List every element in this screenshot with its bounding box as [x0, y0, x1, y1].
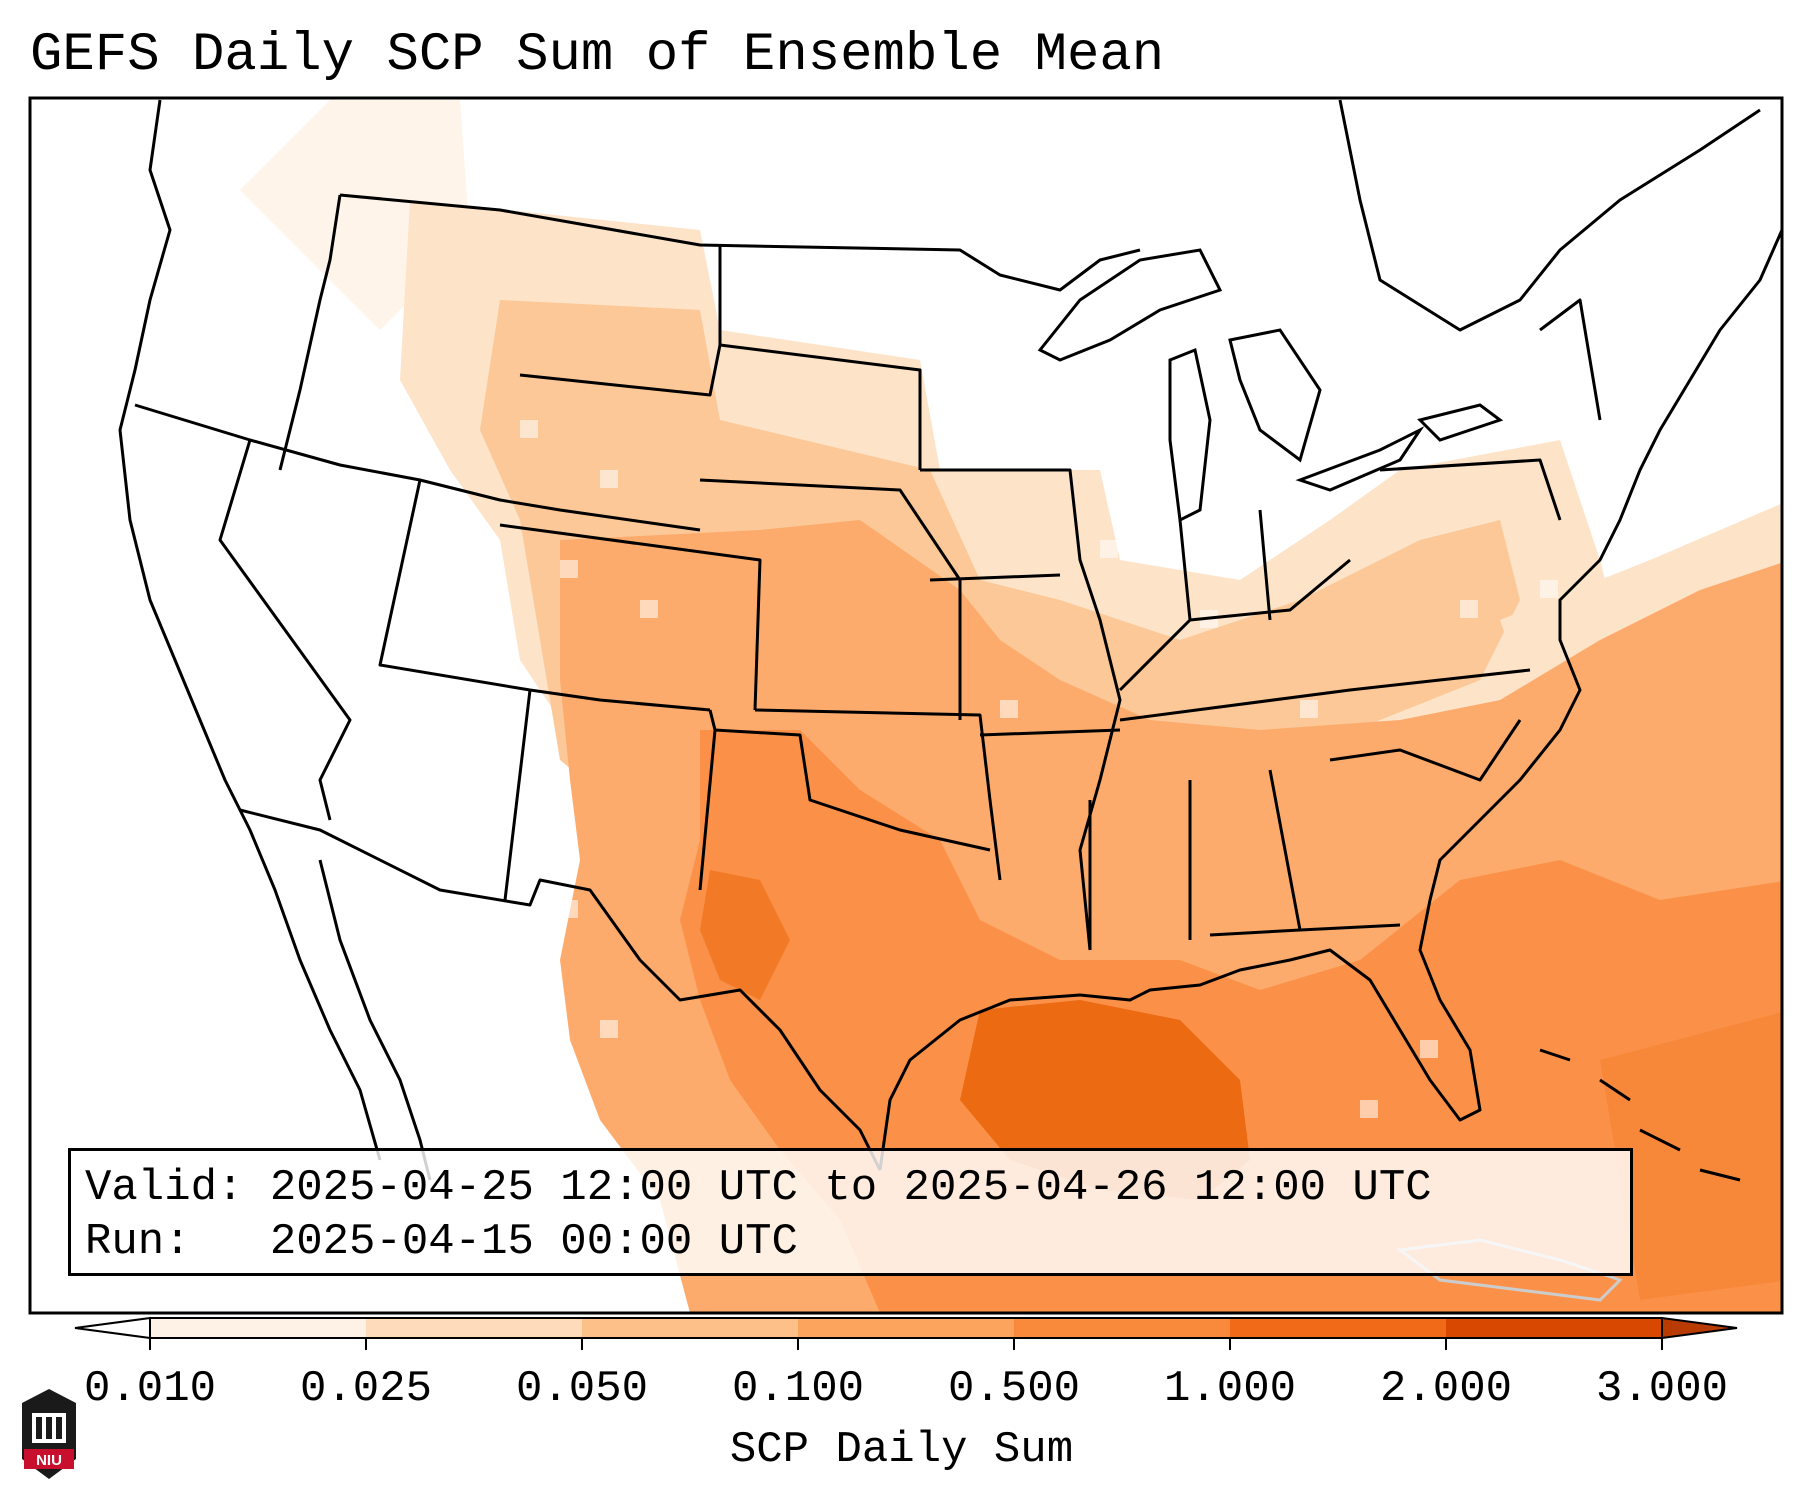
border-wy-co — [499, 523, 762, 711]
border-ks-ok — [754, 708, 1002, 881]
baja — [318, 859, 432, 1181]
colorbar-tick-label-2: 0.050 — [516, 1364, 648, 1414]
map-frame — [28, 96, 1784, 1315]
border-ia-mo — [929, 573, 1061, 582]
valid-value: 2025-04-25 12:00 UTC to 2025-04-26 12:00… — [269, 1163, 1432, 1213]
west-coast — [118, 99, 382, 1161]
lake-superior — [1037, 248, 1223, 362]
border-mt-wy — [519, 245, 722, 397]
border-ky — [1118, 558, 1351, 692]
border-nw-2 — [278, 194, 342, 471]
mexico-border — [239, 808, 882, 1171]
colorbar-tick-label-1: 0.025 — [300, 1364, 432, 1414]
colorbar-segment-6 — [1446, 1318, 1663, 1338]
colorbar-tick-label-3: 0.100 — [732, 1364, 864, 1414]
gulf-coast — [878, 229, 1782, 1171]
colorbar-segment-4 — [1014, 1318, 1231, 1338]
colorbar-tick-label-6: 2.000 — [1380, 1364, 1512, 1414]
colorbar: 0.010 0.025 0.050 0.100 0.500 1.000 2.000 3.000 — [74, 1316, 1738, 1414]
border-az-nm — [503, 689, 532, 901]
colorbar-tick-label-7: 3.000 — [1596, 1364, 1728, 1414]
run-label: Run: — [85, 1217, 191, 1267]
niu-logo: NIU — [22, 1389, 76, 1479]
border-ne-states — [1379, 298, 1602, 521]
shade-atlantic-deep — [1600, 1012, 1782, 1300]
colorbar-over-extend — [1661, 1316, 1738, 1340]
border-tx-ok — [714, 728, 991, 852]
colorbar-tick-label-0: 0.010 — [84, 1364, 216, 1414]
border-dakotas — [719, 343, 922, 470]
logo-text: NIU — [36, 1452, 62, 1469]
border-mo-ar — [979, 728, 1121, 737]
lake-ontario — [1417, 403, 1504, 442]
lake-erie — [1295, 426, 1425, 492]
colorbar-under-extend — [74, 1316, 151, 1340]
colorbar-frame — [149, 1317, 1663, 1339]
bahamas — [1539, 1048, 1741, 1182]
run-value: 2025-04-15 00:00 UTC — [269, 1217, 798, 1267]
state-borders — [118, 99, 1782, 1171]
colorbar-segment-5 — [1230, 1318, 1447, 1338]
border-ga-fl — [1209, 923, 1401, 937]
colorbar-tick-label-5: 1.000 — [1164, 1364, 1296, 1414]
border-mississippi — [920, 468, 1122, 951]
border-carolinas — [1329, 719, 1522, 782]
lake-michigan — [1168, 347, 1212, 523]
shade-speckle — [520, 420, 1558, 1118]
lake-huron — [1228, 328, 1322, 463]
colorbar-label: SCP Daily Sum — [729, 1425, 1074, 1475]
border-oh-in — [1178, 509, 1272, 621]
border-ms-al — [1088, 769, 1302, 950]
great-lakes — [1037, 248, 1504, 523]
shade-texas-core — [700, 870, 790, 1000]
map-title: GEFS Daily SCP Sum of Ensemble Mean — [30, 25, 1165, 86]
valid-label: Valid: — [85, 1163, 244, 1213]
canada-border — [339, 193, 1141, 292]
border-ne-ks — [699, 478, 962, 720]
colorbar-segment-1 — [366, 1318, 583, 1338]
info-box: Valid: 2025-04-25 12:00 UTC to 2025-04-2… — [68, 1148, 1633, 1276]
colorbar-segment-0 — [150, 1318, 367, 1338]
border-tn — [1119, 668, 1531, 722]
colorbar-segment-2 — [582, 1318, 799, 1338]
colorbar-segment-3 — [798, 1318, 1015, 1338]
border-nevada — [218, 439, 352, 821]
colorbar-ticks: 0.010 0.025 0.050 0.100 0.500 1.000 2.000 3.000 — [84, 1338, 1728, 1414]
colorbar-tick-label-4: 0.500 — [948, 1364, 1080, 1414]
colorbar-segments — [74, 1316, 1738, 1340]
border-canada-east — [1338, 99, 1761, 332]
